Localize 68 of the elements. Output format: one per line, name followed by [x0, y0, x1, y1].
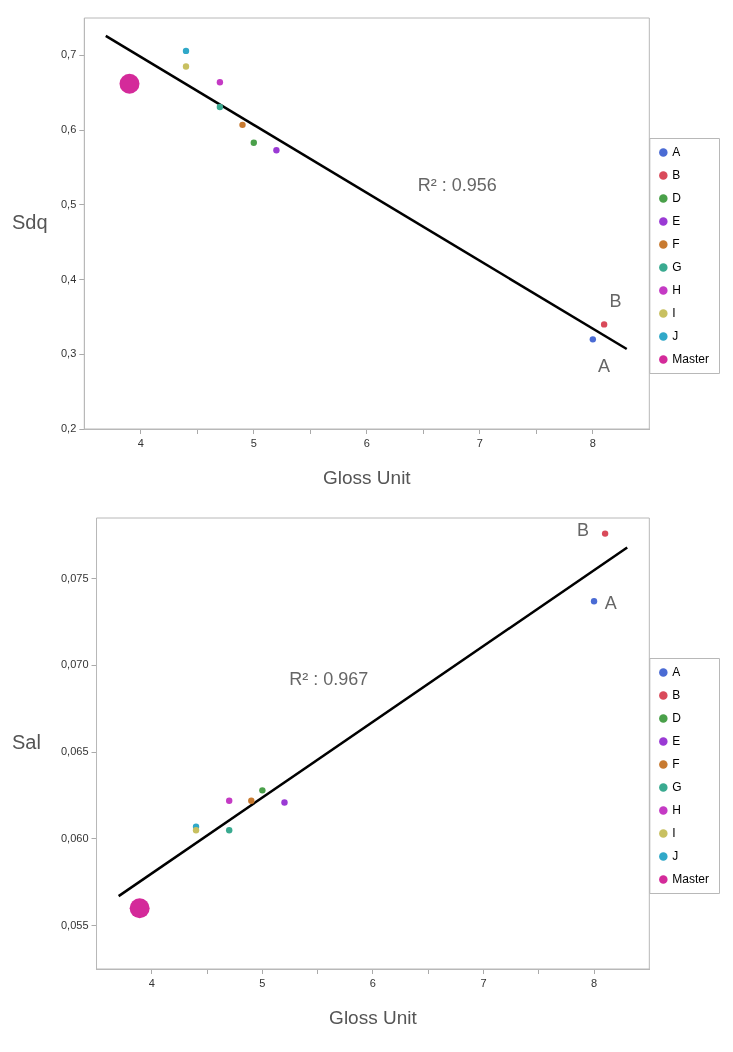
- point: [248, 797, 255, 804]
- x-tick-label: 6: [369, 976, 376, 989]
- legend-label: G: [672, 779, 682, 794]
- point: [589, 336, 597, 343]
- annotation: R² : 0.956: [417, 175, 497, 196]
- point: [239, 121, 246, 129]
- x-tick-label: 5: [259, 976, 266, 989]
- legend-label: I: [672, 305, 676, 320]
- legend-label: A: [672, 144, 681, 159]
- y-tick-label: 0,4: [60, 272, 77, 285]
- x-tick-label: 6: [363, 436, 370, 449]
- point: [250, 139, 257, 146]
- y-tick-label: 0,5: [60, 197, 77, 210]
- legend-label: D: [672, 190, 682, 205]
- point: [182, 63, 190, 70]
- legend-label: J: [672, 328, 679, 343]
- annotation: A: [598, 356, 611, 377]
- x-tick-label: 8: [590, 976, 598, 989]
- point: [192, 827, 200, 834]
- x-axis-title: Gloss Unit: [329, 1006, 418, 1028]
- legend-label: Master: [672, 871, 710, 886]
- point: [273, 147, 280, 154]
- legend-label: G: [672, 259, 682, 274]
- y-tick-label: 0,3: [60, 347, 77, 360]
- x-tick-label: 4: [148, 976, 155, 989]
- legend-label: F: [672, 236, 680, 251]
- legend-label: E: [672, 213, 681, 228]
- point: [600, 321, 608, 328]
- legend-label: E: [672, 733, 681, 748]
- annotation: B: [609, 290, 622, 311]
- legend-label: I: [672, 825, 676, 840]
- x-tick-label: 8: [589, 436, 596, 449]
- point: [226, 797, 233, 804]
- y-tick-label: 0,060: [61, 831, 89, 844]
- legend-label: B: [672, 687, 681, 702]
- point: [226, 827, 233, 834]
- y-tick-label: 0,6: [60, 123, 77, 136]
- x-axis-title: Gloss Unit: [322, 466, 412, 488]
- annotation: B: [576, 520, 589, 541]
- y-axis-title: Sal: [12, 731, 41, 754]
- point: [601, 530, 609, 537]
- x-tick-label: 7: [476, 436, 483, 449]
- y-axis-title: Sdq: [12, 211, 48, 234]
- point: [182, 47, 190, 55]
- point: [216, 79, 224, 86]
- x-tick-label: 7: [480, 976, 487, 989]
- y-tick-label: 0,070: [61, 658, 89, 671]
- point: [216, 103, 224, 111]
- annotation: R² : 0.967: [289, 669, 369, 690]
- y-tick-label: 0,2: [60, 422, 77, 435]
- y-tick-label: 0,065: [61, 745, 89, 758]
- legend-label: A: [672, 664, 681, 679]
- point: [259, 787, 266, 794]
- x-tick-label: 5: [250, 436, 257, 449]
- x-tick-label: 4: [137, 436, 144, 449]
- y-tick-label: 0,7: [60, 48, 77, 61]
- legend-label: H: [672, 802, 681, 817]
- legend-label: H: [672, 282, 681, 297]
- point: [281, 799, 288, 806]
- legend-label: B: [672, 167, 681, 182]
- legend-label: J: [672, 848, 679, 863]
- y-tick-label: 0,075: [61, 571, 89, 584]
- annotation: A: [604, 592, 617, 613]
- y-tick-label: 0,055: [61, 918, 89, 931]
- legend-label: D: [672, 710, 682, 725]
- legend-label: Master: [672, 351, 710, 366]
- legend-label: F: [672, 756, 680, 771]
- point: [590, 598, 598, 605]
